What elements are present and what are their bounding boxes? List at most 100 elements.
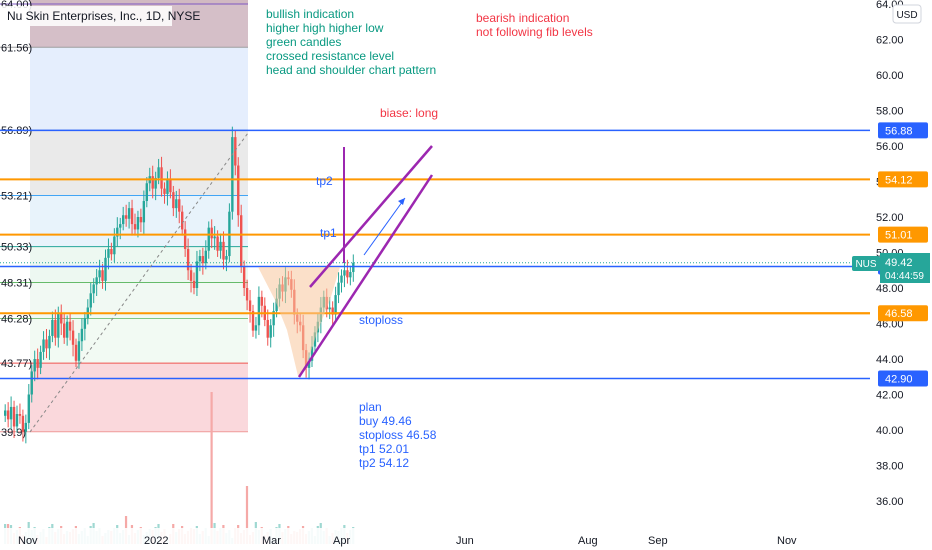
bullish-note-line: crossed resistance level <box>266 49 394 63</box>
candle <box>178 188 181 224</box>
current-price-badge[interactable]: NUS 49.42 04:44:59 <box>852 253 930 283</box>
candle <box>248 289 252 323</box>
price-tick: 40.00 <box>876 425 904 437</box>
candle <box>18 403 22 424</box>
price-tag[interactable]: 56.88 <box>878 122 928 139</box>
fib-level-label: 61.56) <box>1 42 32 54</box>
projection-arrowhead <box>398 198 405 205</box>
horizontal-levels[interactable] <box>0 129 870 380</box>
candle <box>346 259 349 284</box>
candle <box>65 315 69 346</box>
candle <box>349 265 352 286</box>
fib-level-label: 50.33) <box>1 242 32 254</box>
candle <box>201 247 205 275</box>
fib-zone <box>30 47 248 131</box>
fib-level-label: 48.31) <box>1 277 32 289</box>
candle <box>251 304 255 337</box>
price-tag-label: 56.88 <box>885 125 913 137</box>
fib-level-label: 39.9) <box>1 427 26 439</box>
price-tag-label: 54.12 <box>885 174 913 186</box>
candle <box>45 329 48 359</box>
time-tick: Mar <box>262 535 281 547</box>
price-tag[interactable]: 46.58 <box>878 305 928 322</box>
candle <box>343 261 346 288</box>
candle <box>60 304 63 336</box>
candle <box>15 405 19 433</box>
fib-trend-line[interactable] <box>29 132 249 433</box>
candle <box>116 217 119 247</box>
candle <box>181 205 184 236</box>
price-tag-label: 51.01 <box>885 230 913 242</box>
price-tag-label: 46.58 <box>885 308 913 320</box>
candle <box>80 318 84 352</box>
price-tick: 64.00 <box>876 0 904 11</box>
candle <box>334 286 337 321</box>
candle <box>42 331 45 360</box>
channel-lower-line[interactable] <box>297 174 434 378</box>
price-tick: 52.00 <box>876 212 904 224</box>
candle <box>198 249 202 272</box>
fib-zone <box>30 363 248 432</box>
candle <box>68 313 72 341</box>
candle <box>142 190 146 234</box>
time-tick: Apr <box>333 535 350 547</box>
current-price-label: 49.42 <box>885 257 913 269</box>
bullish-note-line: bullish indication <box>266 7 354 21</box>
candle <box>145 177 148 208</box>
candle <box>48 329 51 360</box>
candle <box>24 414 28 444</box>
price-tick: 60.00 <box>876 70 904 82</box>
chart-title[interactable]: Nu Skin Enterprises, Inc., 1D, NYSE <box>7 9 200 23</box>
time-tick: Jun <box>456 535 474 547</box>
candle <box>195 250 199 296</box>
price-tag[interactable]: 42.90 <box>878 370 928 387</box>
projection-arrow[interactable] <box>363 197 406 256</box>
price-tag[interactable]: 54.12 <box>878 171 928 188</box>
candle <box>95 269 98 296</box>
tp2-label[interactable]: tp2 <box>316 174 333 188</box>
candle <box>175 190 178 218</box>
currency-button[interactable] <box>892 4 922 24</box>
candle <box>228 203 231 263</box>
price-tag[interactable]: 51.01 <box>878 226 928 243</box>
candle <box>77 332 81 369</box>
candle <box>166 171 169 206</box>
price-tick: 62.00 <box>876 35 904 47</box>
fib-level-labels: 64.00) 61.56) 56.89) 53.21) 50.33) 48.31) 46.2… <box>1 0 32 439</box>
candle <box>104 249 107 291</box>
plan-notes[interactable]: plan buy 49.46 stoploss 46.58 tp1 52.01 … <box>359 400 437 470</box>
fib-level-label: 53.21) <box>1 191 32 203</box>
candle <box>4 404 7 423</box>
candle <box>127 201 131 229</box>
candle <box>107 238 110 270</box>
ticker-badge-label: NUS <box>855 259 876 270</box>
candle <box>110 242 113 261</box>
candle <box>225 249 228 272</box>
candle <box>130 199 134 236</box>
candle <box>269 319 272 348</box>
bearish-notes[interactable]: bearish indication not following fib lev… <box>476 11 593 39</box>
candle <box>98 259 101 284</box>
candle <box>257 286 261 336</box>
stoploss-label[interactable]: stoploss <box>359 313 403 327</box>
fib-level-label: 64.00) <box>1 0 32 11</box>
time-tick: Nov <box>18 535 38 547</box>
time-axis[interactable]: Nov 2022 Mar Apr Jun Aug Sep Nov <box>0 528 870 550</box>
channel-upper-line[interactable] <box>309 145 433 288</box>
fib-zone <box>30 246 248 283</box>
candle <box>163 182 166 204</box>
candle <box>51 311 54 343</box>
volume-bar <box>245 486 249 544</box>
bias-note[interactable]: biase: long <box>380 106 438 120</box>
candle <box>36 348 39 380</box>
candle <box>231 126 234 220</box>
candle <box>263 297 266 327</box>
candle <box>12 400 16 438</box>
candle <box>172 185 175 217</box>
candle <box>74 338 78 367</box>
tp1-label[interactable]: tp1 <box>320 226 337 240</box>
time-tick: Aug <box>578 535 598 547</box>
candle <box>136 210 140 238</box>
bullish-notes[interactable]: bullish indication higher high higher lo… <box>266 7 436 77</box>
